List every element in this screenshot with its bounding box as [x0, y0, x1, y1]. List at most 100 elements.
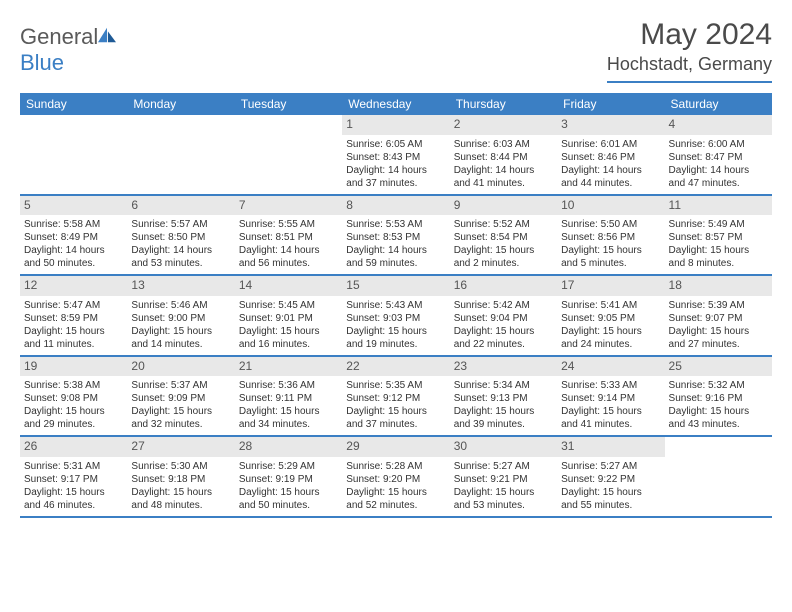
sunset-text: Sunset: 8:51 PM — [239, 231, 338, 244]
sunrise-text: Sunrise: 6:03 AM — [454, 138, 553, 151]
day-number — [20, 115, 127, 119]
sunset-text: Sunset: 9:03 PM — [346, 312, 445, 325]
day-number: 10 — [557, 196, 664, 216]
sunset-text: Sunset: 9:11 PM — [239, 392, 338, 405]
sunset-text: Sunset: 9:14 PM — [561, 392, 660, 405]
day-number: 17 — [557, 276, 664, 296]
day-number: 15 — [342, 276, 449, 296]
day-number: 1 — [342, 115, 449, 135]
day-cell: 20Sunrise: 5:37 AMSunset: 9:09 PMDayligh… — [127, 357, 234, 436]
day-cell — [20, 115, 127, 194]
day-header: Friday — [557, 93, 664, 115]
day-cell: 2Sunrise: 6:03 AMSunset: 8:44 PMDaylight… — [450, 115, 557, 194]
sunrise-text: Sunrise: 5:38 AM — [24, 379, 123, 392]
day-number: 18 — [665, 276, 772, 296]
day-number: 2 — [450, 115, 557, 135]
day-number: 24 — [557, 357, 664, 377]
week-row: 26Sunrise: 5:31 AMSunset: 9:17 PMDayligh… — [20, 437, 772, 518]
day-cell: 1Sunrise: 6:05 AMSunset: 8:43 PMDaylight… — [342, 115, 449, 194]
sunrise-text: Sunrise: 5:52 AM — [454, 218, 553, 231]
sunrise-text: Sunrise: 6:01 AM — [561, 138, 660, 151]
day-cell: 17Sunrise: 5:41 AMSunset: 9:05 PMDayligh… — [557, 276, 664, 355]
day-number: 27 — [127, 437, 234, 457]
sunrise-text: Sunrise: 5:42 AM — [454, 299, 553, 312]
daylight-text: Daylight: 15 hours and 5 minutes. — [561, 244, 660, 270]
day-number: 19 — [20, 357, 127, 377]
daylight-text: Daylight: 15 hours and 52 minutes. — [346, 486, 445, 512]
daylight-text: Daylight: 14 hours and 59 minutes. — [346, 244, 445, 270]
day-cell: 25Sunrise: 5:32 AMSunset: 9:16 PMDayligh… — [665, 357, 772, 436]
sunrise-text: Sunrise: 5:55 AM — [239, 218, 338, 231]
sunset-text: Sunset: 9:04 PM — [454, 312, 553, 325]
day-number: 8 — [342, 196, 449, 216]
sunset-text: Sunset: 9:18 PM — [131, 473, 230, 486]
daylight-text: Daylight: 14 hours and 47 minutes. — [669, 164, 768, 190]
day-cell: 10Sunrise: 5:50 AMSunset: 8:56 PMDayligh… — [557, 196, 664, 275]
daylight-text: Daylight: 14 hours and 44 minutes. — [561, 164, 660, 190]
header: GeneralBlue May 2024 Hochstadt, Germany — [20, 18, 772, 83]
day-cell: 6Sunrise: 5:57 AMSunset: 8:50 PMDaylight… — [127, 196, 234, 275]
daylight-text: Daylight: 15 hours and 41 minutes. — [561, 405, 660, 431]
day-cell: 3Sunrise: 6:01 AMSunset: 8:46 PMDaylight… — [557, 115, 664, 194]
daylight-text: Daylight: 15 hours and 29 minutes. — [24, 405, 123, 431]
sunset-text: Sunset: 8:47 PM — [669, 151, 768, 164]
day-number: 3 — [557, 115, 664, 135]
day-number: 5 — [20, 196, 127, 216]
day-cell: 5Sunrise: 5:58 AMSunset: 8:49 PMDaylight… — [20, 196, 127, 275]
sunrise-text: Sunrise: 5:33 AM — [561, 379, 660, 392]
daylight-text: Daylight: 15 hours and 14 minutes. — [131, 325, 230, 351]
sunset-text: Sunset: 8:43 PM — [346, 151, 445, 164]
logo-word2: Blue — [20, 50, 64, 75]
day-cell: 19Sunrise: 5:38 AMSunset: 9:08 PMDayligh… — [20, 357, 127, 436]
daylight-text: Daylight: 15 hours and 32 minutes. — [131, 405, 230, 431]
day-number: 23 — [450, 357, 557, 377]
sunrise-text: Sunrise: 5:47 AM — [24, 299, 123, 312]
sunrise-text: Sunrise: 5:45 AM — [239, 299, 338, 312]
logo-text: GeneralBlue — [20, 24, 118, 76]
sunset-text: Sunset: 8:50 PM — [131, 231, 230, 244]
month-title: May 2024 — [607, 18, 772, 52]
day-cell: 14Sunrise: 5:45 AMSunset: 9:01 PMDayligh… — [235, 276, 342, 355]
day-cell: 26Sunrise: 5:31 AMSunset: 9:17 PMDayligh… — [20, 437, 127, 516]
daylight-text: Daylight: 15 hours and 48 minutes. — [131, 486, 230, 512]
day-number: 28 — [235, 437, 342, 457]
daylight-text: Daylight: 15 hours and 39 minutes. — [454, 405, 553, 431]
daylight-text: Daylight: 15 hours and 8 minutes. — [669, 244, 768, 270]
daylight-text: Daylight: 15 hours and 16 minutes. — [239, 325, 338, 351]
day-cell: 8Sunrise: 5:53 AMSunset: 8:53 PMDaylight… — [342, 196, 449, 275]
sunset-text: Sunset: 9:13 PM — [454, 392, 553, 405]
sunset-text: Sunset: 8:59 PM — [24, 312, 123, 325]
daylight-text: Daylight: 15 hours and 43 minutes. — [669, 405, 768, 431]
sunset-text: Sunset: 8:54 PM — [454, 231, 553, 244]
logo-word1: General — [20, 24, 98, 49]
day-cell: 29 Sunrise: 5:28 AMSunset: 9:20 PMDayligh… — [342, 437, 449, 516]
sunrise-text: Sunrise: 5:28 AM — [346, 460, 445, 473]
daylight-text: Daylight: 15 hours and 19 minutes. — [346, 325, 445, 351]
day-number: 7 — [235, 196, 342, 216]
day-number: 12 — [20, 276, 127, 296]
day-cell: 30Sunrise: 5:27 AMSunset: 9:21 PMDayligh… — [450, 437, 557, 516]
sunset-text: Sunset: 8:53 PM — [346, 231, 445, 244]
sunset-text: Sunset: 8:56 PM — [561, 231, 660, 244]
week-row: 19Sunrise: 5:38 AMSunset: 9:08 PMDayligh… — [20, 357, 772, 438]
sunrise-text: Sunrise: 5:35 AM — [346, 379, 445, 392]
day-number: 20 — [127, 357, 234, 377]
daylight-text: Daylight: 15 hours and 24 minutes. — [561, 325, 660, 351]
week-row: 1Sunrise: 6:05 AMSunset: 8:43 PMDaylight… — [20, 115, 772, 196]
day-cell: 12Sunrise: 5:47 AMSunset: 8:59 PMDayligh… — [20, 276, 127, 355]
day-number — [235, 115, 342, 119]
day-number: 29 — [342, 437, 449, 457]
day-cell: 24 Sunrise: 5:33 AMSunset: 9:14 PMDayligh… — [557, 357, 664, 436]
sunrise-text: Sunrise: 5:57 AM — [131, 218, 230, 231]
sunset-text: Sunset: 9:20 PM — [346, 473, 445, 486]
sunrise-text: Sunrise: 5:58 AM — [24, 218, 123, 231]
daylight-text: Daylight: 14 hours and 56 minutes. — [239, 244, 338, 270]
day-cell: 7 Sunrise: 5:55 AMSunset: 8:51 PMDaylight… — [235, 196, 342, 275]
sunset-text: Sunset: 8:44 PM — [454, 151, 553, 164]
day-cell: 15Sunrise: 5:43 AMSunset: 9:03 PMDayligh… — [342, 276, 449, 355]
daylight-text: Daylight: 14 hours and 37 minutes. — [346, 164, 445, 190]
week-row: 12 Sunrise: 5:47 AMSunset: 8:59 PM Dayligh… — [20, 276, 772, 357]
daylight-text: Daylight: 15 hours and 22 minutes. — [454, 325, 553, 351]
day-number: 14 — [235, 276, 342, 296]
sunrise-text: Sunrise: 5:29 AM — [239, 460, 338, 473]
